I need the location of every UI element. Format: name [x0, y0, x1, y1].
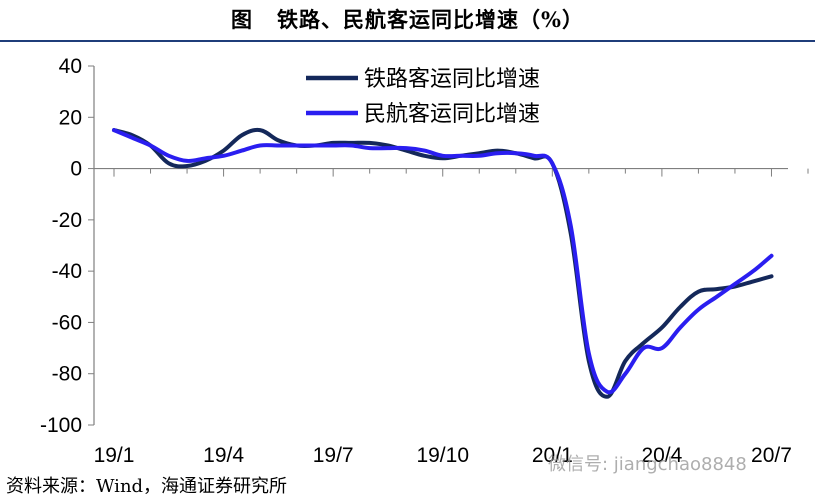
figure-title: 铁路、民航客运同比增速（%）	[277, 7, 584, 32]
figure-label: 图	[231, 7, 254, 32]
x-tick-label: 19/1	[94, 444, 135, 467]
y-tick-label: -20	[52, 209, 82, 232]
source-note: 资料来源：Wind，海通证券研究所	[6, 476, 288, 497]
x-tick-label: 19/10	[416, 444, 469, 467]
x-tick-label: 20/4	[641, 444, 682, 467]
y-tick-label: -60	[52, 311, 82, 334]
x-tick-label: 19/4	[203, 444, 244, 467]
legend-label: 民航客运同比增速	[364, 102, 540, 127]
y-axis: 40 20 0 -20 -40 -60 -80 -100	[40, 55, 95, 437]
y-tick-label: 0	[70, 158, 82, 181]
legend-label: 铁路客运同比增速	[364, 67, 540, 92]
x-axis: 19/1 19/4 19/7 19/10 20/1 20/4 20/7	[94, 167, 809, 467]
figure-title-bar: 图铁路、民航客运同比增速（%）	[0, 0, 815, 42]
watermark: 微信号: jiangchao8848	[548, 454, 747, 475]
y-tick-label: 40	[59, 55, 82, 78]
series-line-air	[112, 128, 774, 395]
x-tick-label: 20/7	[751, 444, 792, 467]
x-tick-label: 19/7	[313, 444, 354, 467]
series-lines	[112, 127, 774, 399]
line-chart: 40 20 0 -20 -40 -60 -80 -100 19/1 19/4 19/7 19/10 2…	[40, 55, 809, 467]
y-tick-label: -100	[40, 414, 82, 437]
y-tick-label: 20	[59, 106, 82, 129]
y-tick-label: -80	[52, 363, 82, 386]
y-tick-label: -40	[52, 260, 82, 283]
series-line-rail	[112, 127, 774, 399]
x-tick-label: 20/1	[532, 444, 573, 467]
